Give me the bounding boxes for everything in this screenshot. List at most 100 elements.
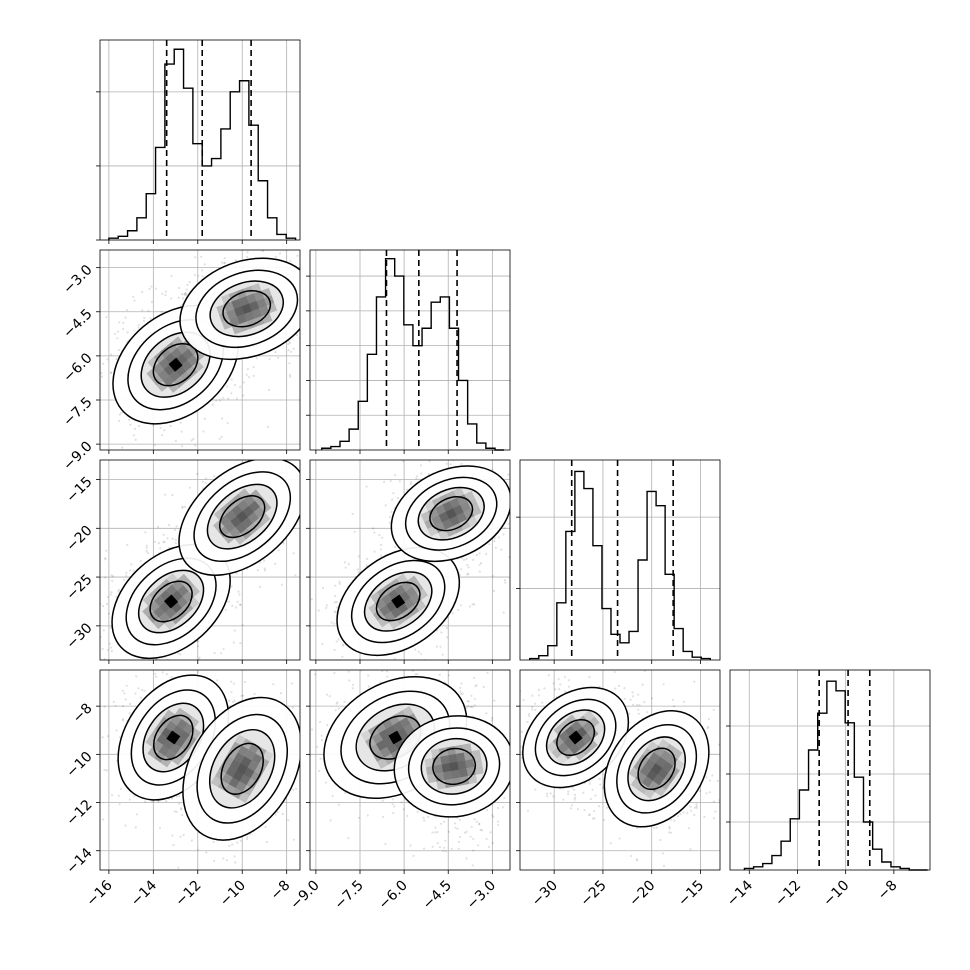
joint-panel: −30−25−20−15: [63, 459, 301, 664]
density-cell: [154, 595, 166, 607]
panel-content: [101, 670, 300, 869]
scatter-point: [197, 640, 200, 643]
scatter-point: [333, 672, 336, 675]
panel-background: [730, 670, 930, 870]
scatter-point: [266, 425, 270, 428]
scatter-point: [161, 671, 164, 674]
scatter-point: [379, 543, 383, 547]
scatter-point: [234, 861, 237, 864]
joint-panel: −14−12−10−8−16 −14 −12 −10 −8: [63, 669, 301, 910]
scatter-point: [459, 686, 462, 690]
scatter-point: [441, 653, 444, 656]
scatter-point: [242, 694, 245, 697]
density-cell: [236, 288, 247, 299]
scatter-point: [100, 372, 103, 375]
density-cell: [390, 607, 402, 619]
scatter-point: [105, 316, 108, 319]
scatter-point: [274, 351, 277, 354]
scatter-point: [292, 788, 295, 792]
scatter-point: [317, 609, 320, 612]
contour-line: [149, 580, 193, 623]
scatter-point: [149, 317, 152, 320]
scatter-point: [197, 658, 200, 660]
scatter-point: [159, 426, 162, 429]
scatter-point: [157, 525, 160, 529]
scatter-point: [162, 541, 165, 544]
contour-line: [404, 476, 498, 551]
density-cell: [243, 494, 255, 506]
panel-frame: [99, 669, 301, 871]
panel-frame: [309, 459, 511, 661]
contour-line: [137, 569, 205, 634]
scatter-point: [132, 295, 135, 298]
scatter-point: [137, 323, 140, 327]
scatter-point: [225, 859, 228, 862]
scatter-point: [457, 608, 460, 612]
scatter-point: [159, 547, 162, 550]
scatter-point: [125, 574, 128, 577]
scatter-point: [178, 802, 181, 805]
panel-background: [520, 460, 720, 660]
density-cell: [224, 521, 236, 533]
scatter-point: [325, 604, 328, 607]
scatter-point: [215, 399, 218, 402]
contour-line: [220, 742, 264, 795]
scatter-point: [238, 593, 241, 596]
scatter-point: [123, 692, 126, 695]
scatter-point: [459, 604, 462, 607]
scatter-point: [118, 803, 121, 806]
density-cell: [459, 519, 471, 531]
scatter-point: [180, 807, 183, 810]
scatter-point: [183, 505, 186, 508]
scatter-point: [142, 319, 146, 322]
scatter-point: [353, 530, 356, 534]
scatter-point: [367, 674, 370, 677]
scatter-point: [184, 292, 187, 295]
scatter-point: [485, 552, 488, 556]
scatter-point: [163, 429, 166, 432]
scatter-point: [268, 357, 271, 360]
density-cell: [178, 729, 191, 742]
scatter-point: [197, 274, 200, 277]
density-cell: [159, 346, 171, 359]
scatter-point: [445, 462, 448, 465]
scatter-point: [117, 349, 120, 352]
scatter-point: [347, 837, 350, 840]
scatter-point: [344, 566, 347, 569]
scatter-point: [109, 371, 113, 374]
scatter-point: [343, 700, 346, 703]
scatter-point: [378, 534, 381, 537]
scatter-point: [231, 843, 234, 846]
scatter-point: [178, 795, 181, 798]
scatter-point: [200, 255, 203, 258]
scatter-point: [163, 540, 166, 543]
scatter-point: [393, 657, 396, 660]
density-cell: [438, 529, 449, 541]
scatter-point: [288, 373, 291, 377]
scatter-point: [440, 631, 443, 634]
scatter-point: [194, 256, 197, 259]
density-peak-cell: [236, 510, 248, 523]
scatter-point: [334, 594, 337, 598]
contour-line: [417, 486, 485, 541]
scatter-point: [135, 675, 138, 678]
scatter-point: [241, 624, 244, 627]
density-cell: [238, 296, 250, 307]
scatter-point: [343, 561, 346, 564]
joint-panel: −9.0−7.5−6.0−4.5−3.0: [287, 669, 511, 913]
scatter-point: [390, 510, 393, 514]
scatter-point: [396, 497, 400, 500]
scatter-point: [101, 647, 104, 651]
scatter-point: [107, 612, 111, 615]
scatter-point: [184, 292, 187, 295]
scatter-point: [488, 543, 491, 546]
scatter-point: [410, 481, 413, 484]
density-cell: [442, 501, 454, 512]
scatter-point: [494, 546, 497, 549]
scatter-point: [295, 787, 298, 790]
scatter-point: [201, 275, 204, 278]
density-cell: [152, 363, 164, 375]
scatter-point: [443, 846, 446, 849]
density-cell: [234, 306, 245, 317]
scatter-point: [446, 636, 449, 639]
